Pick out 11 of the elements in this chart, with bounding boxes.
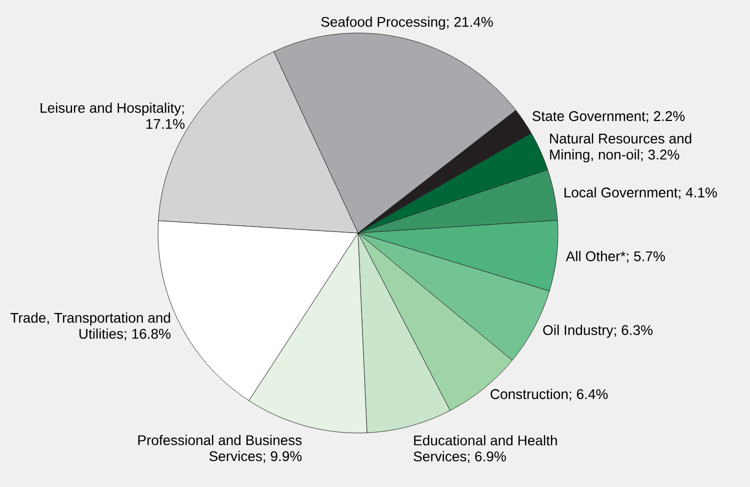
data-label: State Government; 2.2% <box>532 111 685 123</box>
data-label: Trade, Transportation and Utilities; 16.8% <box>10 312 170 340</box>
data-label: Seafood Processing; 21.4% <box>321 16 493 30</box>
data-label: Construction; 6.4% <box>490 388 608 401</box>
data-label: Natural Resources and Mining, non-oil; 3.2% <box>550 133 692 162</box>
data-label: Local Government; 4.1% <box>564 187 717 200</box>
data-label: Oil Industry; 6.3% <box>543 324 653 338</box>
data-label: Professional and Business Services; 9.9% <box>138 434 302 463</box>
data-label: Educational and Health Services; 6.9% <box>414 435 557 464</box>
data-label: All Other*; 5.7% <box>566 250 665 263</box>
data-label: Leisure and Hospitality; 17.1% <box>40 102 185 129</box>
